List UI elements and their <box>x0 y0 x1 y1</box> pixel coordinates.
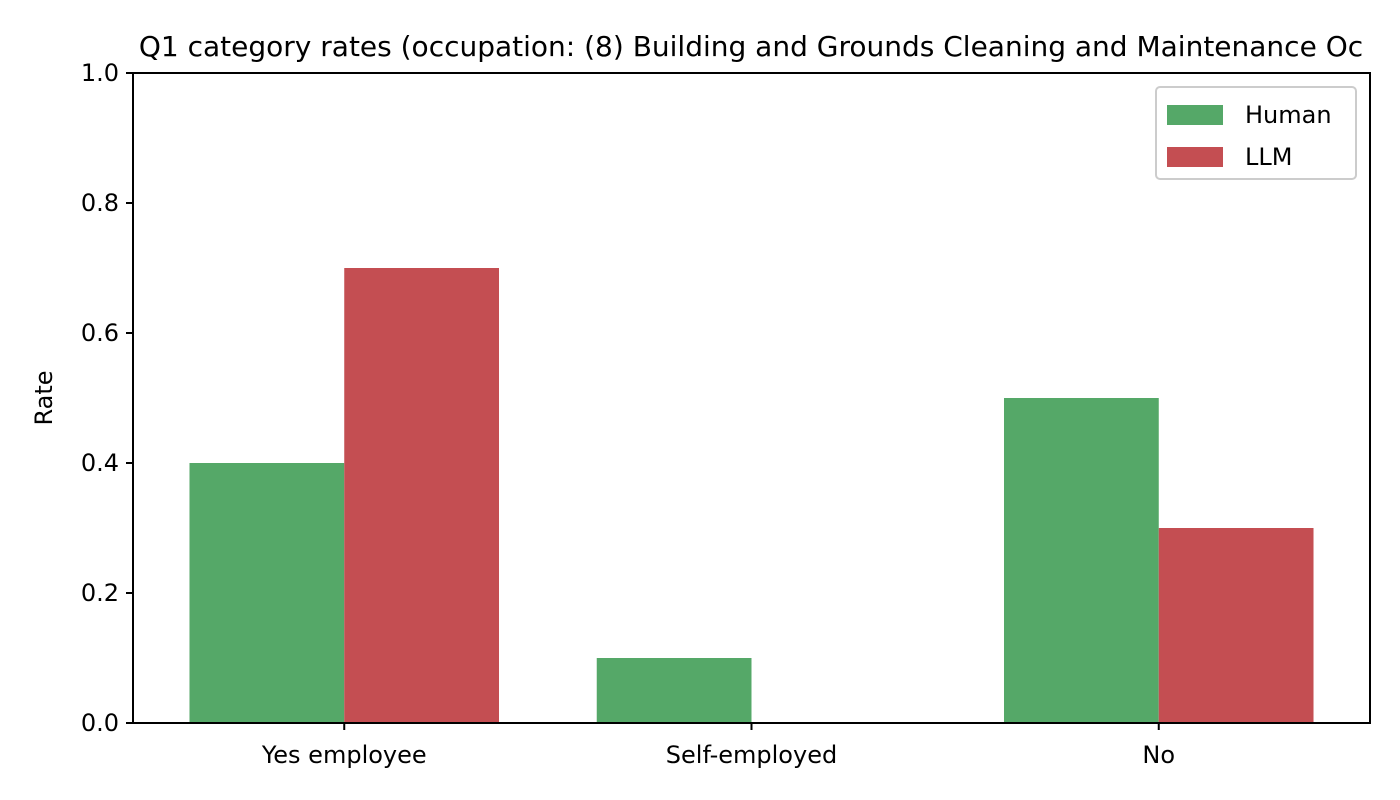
plot-frame <box>132 72 1371 724</box>
bar-human-yes-employee <box>189 463 345 723</box>
legend-label-human: Human <box>1245 101 1332 129</box>
chart-title: Q1 category rates (occupation: (8) Build… <box>139 30 1363 63</box>
bar-human-self-employed <box>596 658 752 723</box>
bar-human-no <box>1003 398 1159 723</box>
y-tick-label: 0.0 <box>81 709 119 737</box>
y-tick-label: 0.2 <box>81 579 119 607</box>
y-axis: 0.0 0.2 0.4 0.6 0.8 1.0 <box>81 59 133 737</box>
y-tick-label: 0.8 <box>81 189 119 217</box>
bar-llm-no <box>1158 528 1314 723</box>
legend: Human LLM <box>1155 86 1357 180</box>
y-tick-label: 0.4 <box>81 449 119 477</box>
x-tick-label: Self-employed <box>666 741 837 769</box>
y-tick-label: 0.6 <box>81 319 119 347</box>
bars-group <box>189 268 1314 723</box>
y-axis-label: Rate <box>30 370 58 425</box>
x-tick-label: Yes employee <box>261 741 427 769</box>
x-axis: Yes employee Self-employed No <box>261 723 1175 769</box>
bar-llm-yes-employee <box>344 268 500 723</box>
y-tick-label: 1.0 <box>81 59 119 87</box>
legend-swatch-llm <box>1167 147 1223 167</box>
x-tick-label: No <box>1142 741 1175 769</box>
legend-swatch-human <box>1167 105 1223 125</box>
legend-label-llm: LLM <box>1245 143 1292 171</box>
